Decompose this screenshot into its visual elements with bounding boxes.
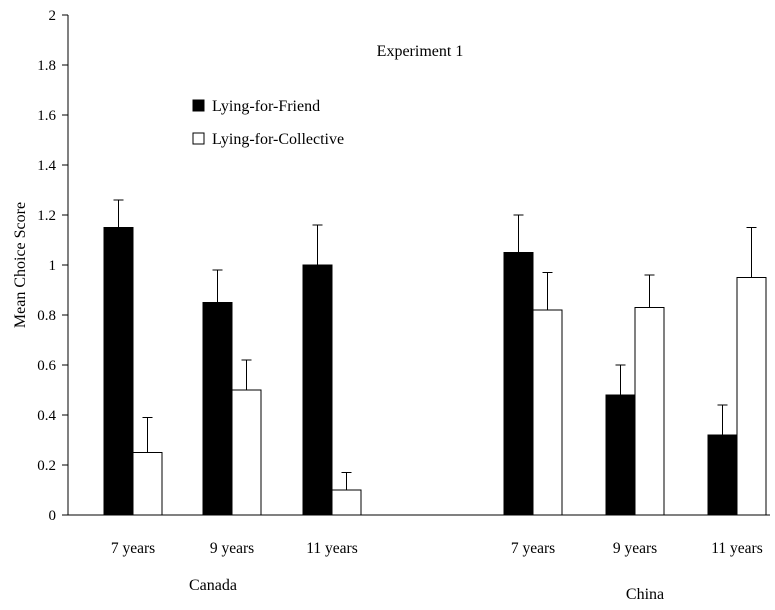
y-tick-label: 1: [49, 258, 57, 274]
y-tick-label: 1.4: [37, 158, 56, 174]
chart-title: Experiment 1: [377, 43, 464, 60]
bar: [736, 277, 767, 516]
x-group-label: China: [626, 586, 664, 603]
bar: [132, 452, 163, 516]
x-category-label: 9 years: [210, 540, 254, 557]
legend-swatch: [192, 99, 205, 112]
y-tick-label: 1.8: [37, 58, 56, 74]
y-tick-label: 0.2: [37, 458, 56, 474]
y-tick-label: 2: [49, 8, 57, 24]
x-category-label: 7 years: [511, 540, 555, 557]
y-tick-label: 0.4: [37, 408, 56, 424]
y-tick-label: 1.2: [37, 208, 56, 224]
bar: [532, 309, 563, 516]
x-category-label: 11 years: [711, 540, 763, 557]
x-group-label: Canada: [189, 577, 237, 594]
bar: [707, 434, 738, 516]
y-tick-label: 1.6: [37, 108, 56, 124]
y-tick-label: 0: [49, 508, 57, 524]
legend-label: Lying-for-Collective: [212, 131, 344, 148]
bar: [503, 252, 534, 516]
x-category-label: 7 years: [111, 540, 155, 557]
bar: [331, 489, 362, 516]
x-category-label: 11 years: [306, 540, 358, 557]
bar: [605, 394, 636, 516]
bar: [103, 227, 134, 516]
y-tick-label: 0.8: [37, 308, 56, 324]
bar: [231, 389, 262, 516]
x-category-label: 9 years: [613, 540, 657, 557]
legend-swatch: [192, 132, 205, 145]
y-axis-title: Mean Choice Score: [12, 202, 29, 328]
bar: [202, 302, 233, 516]
bar: [302, 264, 333, 516]
legend-label: Lying-for-Friend: [212, 98, 320, 115]
bar: [634, 307, 665, 516]
y-tick-label: 0.6: [37, 358, 56, 374]
